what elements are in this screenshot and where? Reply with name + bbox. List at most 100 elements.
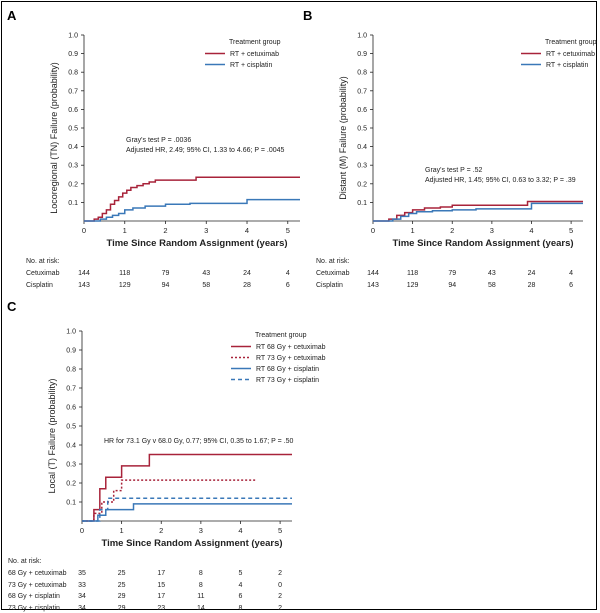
risk-value: 144 <box>367 270 379 277</box>
risk-value: 17 <box>157 570 166 577</box>
risk-value: 58 <box>202 281 211 289</box>
risk-value: 35 <box>78 570 86 577</box>
x-tick-label: 3 <box>199 526 203 535</box>
y-tick-label: 0.5 <box>357 126 367 133</box>
y-tick-label: 0.9 <box>357 51 367 58</box>
x-tick-label: 1 <box>411 226 415 235</box>
y-tick-label: 0.3 <box>66 462 76 469</box>
annotation-text: HR for 73.1 Gy v 68.0 Gy, 0.77; 95% CI, … <box>104 438 294 445</box>
panel-label: B <box>303 8 312 23</box>
risk-row-label: 68 Gy + cisplatin <box>8 593 60 600</box>
risk-value: 2 <box>278 570 283 577</box>
risk-value: 4 <box>238 581 243 589</box>
risk-value: 143 <box>78 281 90 289</box>
x-tick-label: 2 <box>450 226 454 235</box>
legend-title: Treatment group <box>255 332 307 339</box>
panel-label: A <box>7 8 17 23</box>
risk-value: 28 <box>243 281 251 289</box>
y-tick-label: 0.1 <box>357 200 367 207</box>
series-line <box>84 198 300 222</box>
risk-value: 43 <box>202 270 211 277</box>
legend-title: Treatment group <box>545 39 597 46</box>
x-tick-label: 0 <box>82 226 86 235</box>
y-tick-label: 0.6 <box>357 107 367 114</box>
x-tick-label: 5 <box>278 526 282 535</box>
x-axis-title: Time Since Random Assignment (years) <box>101 538 282 549</box>
y-tick-label: 0.3 <box>357 163 367 170</box>
x-tick-label: 5 <box>286 226 290 235</box>
y-axis-title: Locoregional (TN) Failure (probability) <box>49 62 59 214</box>
legend-entry: RT 73 Gy + cetuximab <box>256 355 326 362</box>
risk-row-label: Cetuximab <box>316 270 350 277</box>
panel-label: C <box>7 299 17 314</box>
legend-entry: RT + cetuximab <box>546 51 595 58</box>
y-tick-label: 0.9 <box>68 51 78 58</box>
x-tick-label: 2 <box>163 226 167 235</box>
risk-title: No. at risk: <box>316 258 350 265</box>
risk-row-label: 73 Gy + cetuximab <box>8 581 67 589</box>
risk-title: No. at risk: <box>8 558 42 565</box>
risk-value: 144 <box>78 270 90 277</box>
risk-value: 24 <box>527 270 536 277</box>
series-line <box>373 202 583 222</box>
risk-value: 0 <box>278 581 283 589</box>
series-line <box>82 453 292 522</box>
series-line <box>84 176 300 222</box>
panel-a: A 0 1 2 3 4 5 0.1 0.2 0.3 0.4 0.5 0.6 0.7 0.8 0.9 1.0 Tim… <box>7 8 300 249</box>
y-tick-label: 0.3 <box>68 163 78 170</box>
y-tick-label: 1.0 <box>357 33 367 40</box>
risk-row-label: Cisplatin <box>316 281 343 289</box>
risk-value: 6 <box>285 281 290 289</box>
panel-b: B 0 1 2 3 4 5 0.1 0.2 0.3 0.4 0.5 0.6 0.7 0.8 0.9 1.0 Tim… <box>303 8 597 249</box>
y-tick-label: 0.5 <box>68 126 78 133</box>
y-tick-label: 0.8 <box>68 70 78 77</box>
y-tick-label: 0.4 <box>66 443 76 450</box>
y-tick-label: 1.0 <box>66 329 76 336</box>
risk-value: 33 <box>78 581 86 589</box>
risk-row-label: Cisplatin <box>26 281 53 289</box>
risk-row-label: 73 Gy + cisplatin <box>8 604 60 612</box>
y-tick-label: 0.1 <box>66 500 76 507</box>
risk-value: 5 <box>238 570 243 577</box>
x-tick-label: 1 <box>123 226 127 235</box>
y-tick-label: 0.8 <box>66 367 76 374</box>
y-tick-label: 0.7 <box>357 88 367 95</box>
legend-entry: RT + cisplatin <box>230 62 272 69</box>
risk-value: 43 <box>487 270 496 277</box>
y-tick-label: 0.7 <box>66 386 76 393</box>
risk-row-label: Cetuximab <box>26 270 60 277</box>
x-tick-label: 3 <box>204 226 208 235</box>
risk-value: 4 <box>569 270 574 277</box>
risk-value: 2 <box>278 604 283 612</box>
risk-value: 94 <box>161 281 170 289</box>
x-tick-label: 4 <box>245 226 249 235</box>
risk-value: 79 <box>448 270 457 277</box>
risk-value: 118 <box>407 270 419 277</box>
series-line <box>373 200 583 222</box>
risk-value: 24 <box>243 270 251 277</box>
legend-entry: RT 68 Gy + cisplatin <box>256 366 319 373</box>
panel-c: C 0 1 2 3 4 5 0.1 0.2 0.3 0.4 0.5 0.6 0.7 0.8 0.9 1.0 Tim… <box>7 299 326 549</box>
risk-value: 58 <box>487 281 496 289</box>
x-axis-title: Time Since Random Assignment (years) <box>106 238 287 249</box>
annotation-text: Gray's test P = .0036 <box>126 137 191 144</box>
y-tick-label: 0.1 <box>68 200 78 207</box>
risk-value: 8 <box>238 604 243 612</box>
y-tick-label: 0.2 <box>66 481 76 488</box>
risk-value: 4 <box>285 270 290 277</box>
risk-value: 11 <box>197 593 205 600</box>
series-line <box>82 479 257 522</box>
risk-value: 118 <box>119 270 131 277</box>
risk-value: 17 <box>157 593 166 600</box>
annotation-text: Adjusted HR, 1.45; 95% CI, 0.63 to 3.32;… <box>425 177 576 184</box>
legend-entry: RT 73 Gy + cisplatin <box>256 377 319 384</box>
risk-value: 25 <box>117 570 126 577</box>
y-tick-label: 0.7 <box>68 88 78 95</box>
risk-value: 129 <box>118 281 131 289</box>
risk-value: 28 <box>527 281 536 289</box>
risk-value: 29 <box>117 604 126 612</box>
risk-value: 14 <box>196 604 205 612</box>
x-tick-label: 3 <box>490 226 494 235</box>
risk-value: 79 <box>161 270 170 277</box>
